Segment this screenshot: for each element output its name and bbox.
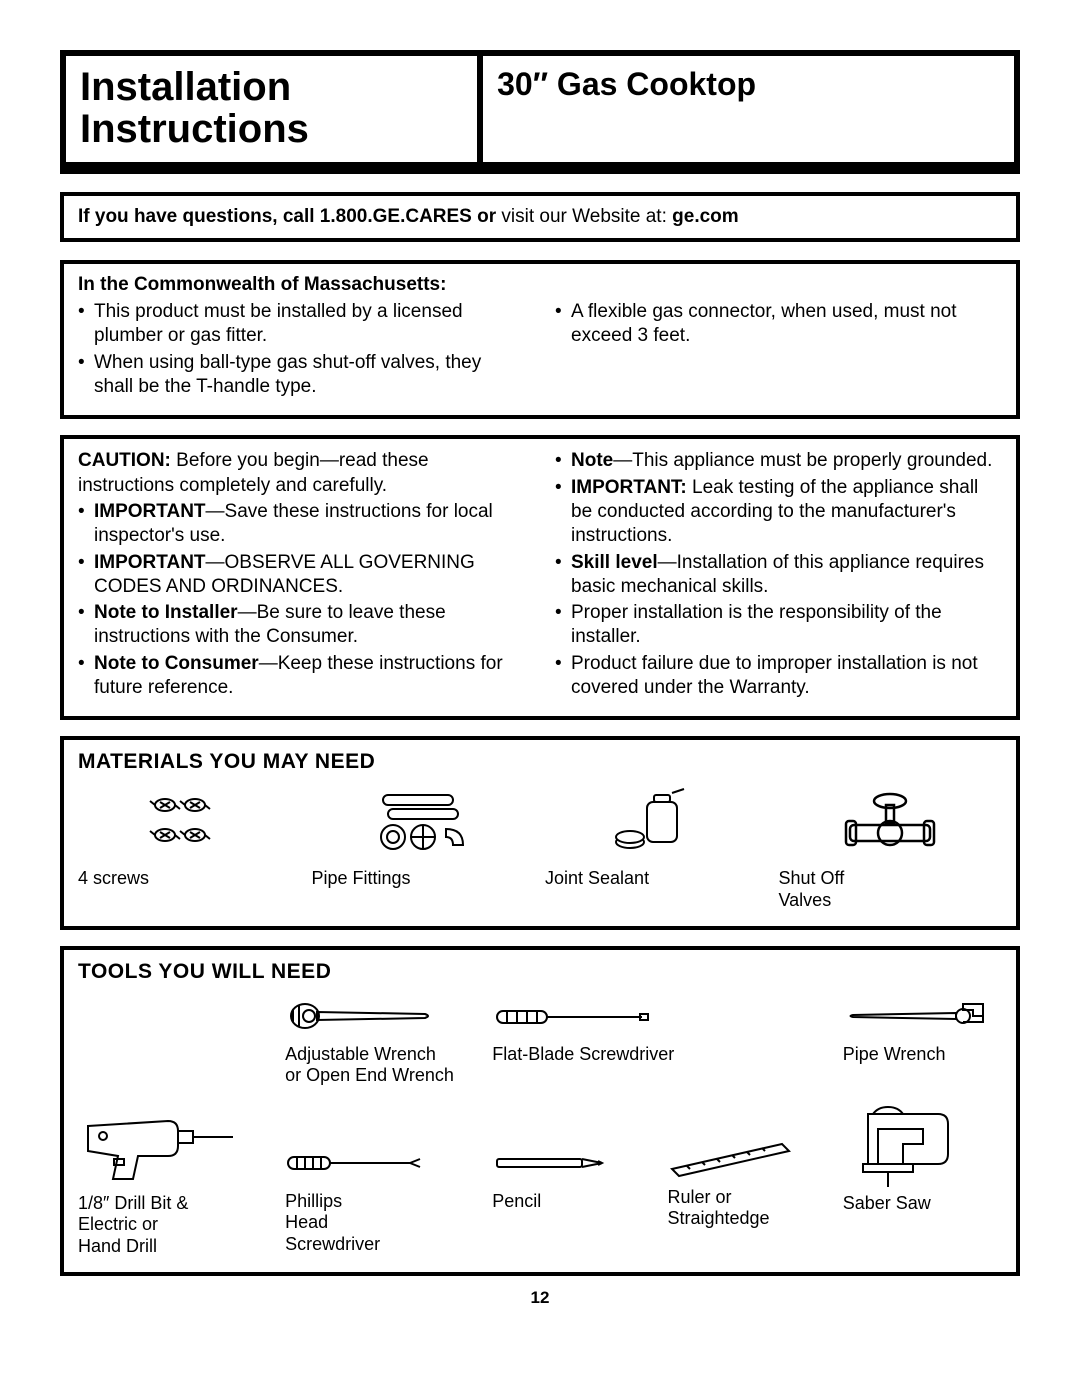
tool-label: Pencil [492,1191,651,1213]
header-right: 30″ Gas Cooktop [483,56,1014,162]
caution-col-right: Note—This appliance must be properly gro… [555,449,1002,702]
phillips-screwdriver-icon [285,1139,476,1187]
drill-icon [78,1099,269,1189]
tool-label: Adjustable Wrench or Open End Wrench [285,1044,476,1087]
tool-adjustable-wrench: Adjustable Wrench or Open End Wrench [285,992,476,1087]
tool-phillips-screwdriver: Phillips Head Screwdriver [285,1099,476,1256]
caution-right-item: Product failure due to improper installa… [571,652,1002,701]
questions-bar: If you have questions, call 1.800.GE.CAR… [60,192,1020,242]
title-line2: Instructions [80,108,463,150]
materials-box: MATERIALS YOU MAY NEED 4 scr [60,736,1020,929]
caution-right-item: Note—This appliance must be properly gro… [571,449,1002,473]
caution-left-item: Note to Consumer—Keep these instructions… [94,652,525,701]
shut-off-valves-icon [779,782,1003,862]
questions-bold1: If you have questions, call 1.800.GE.CAR… [78,206,501,227]
caution-left-item: Note to Installer—Be sure to leave these… [94,601,525,650]
caution-left-item: IMPORTANT—OBSERVE ALL GOVERNING CODES AN… [94,551,525,600]
materials-row: 4 screws Pipe Fittings [78,782,1002,911]
flat-screwdriver-icon [492,992,827,1040]
product-title: 30″ Gas Cooktop [497,66,1000,103]
caution-right-item: IMPORTANT: Leak testing of the appliance… [571,476,1002,549]
tool-label: 1/8″ Drill Bit & Electric or Hand Drill [78,1193,269,1258]
mass-columns: This product must be installed by a lice… [78,300,1002,401]
ruler-icon [667,1135,826,1183]
caution-box: CAUTION: Before you begin—read these ins… [60,435,1020,720]
mass-right-item: A flexible gas connector, when used, mus… [571,300,1002,349]
tool-drill: 1/8″ Drill Bit & Electric or Hand Drill [78,1099,269,1258]
tool-ruler: Ruler or Straightedge [667,1099,826,1230]
caution-lead-bold: CAUTION: [78,450,171,471]
tools-box: TOOLS YOU WILL NEED Adjustable Wrench or… [60,946,1020,1276]
caution-columns: CAUTION: Before you begin—read these ins… [78,449,1002,702]
materials-heading: MATERIALS YOU MAY NEED [78,750,1002,774]
tool-label: Phillips Head Screwdriver [285,1191,476,1256]
material-shut-off-valves: Shut Off Valves [779,782,1003,911]
material-label: Shut Off Valves [779,868,845,911]
mass-col-left: This product must be installed by a lice… [78,300,525,401]
caution-col-left: CAUTION: Before you begin—read these ins… [78,449,525,702]
material-screws: 4 screws [78,782,302,911]
tool-flat-screwdriver: Flat-Blade Screwdriver [492,992,827,1066]
pipe-fittings-icon [312,782,536,862]
material-label: Pipe Fittings [312,868,411,890]
header-row: Installation Instructions 30″ Gas Cookto… [66,56,1014,168]
questions-plain1: visit our Website at: [501,206,672,227]
caution-left-item: IMPORTANT—Save these instructions for lo… [94,500,525,549]
screws-icon [78,782,302,862]
tool-label: Saber Saw [843,1193,1002,1215]
saber-saw-icon [843,1099,1002,1189]
tools-grid: Adjustable Wrench or Open End Wrench Fla… [78,992,1002,1258]
header-left: Installation Instructions [66,56,483,162]
tools-heading: TOOLS YOU WILL NEED [78,960,1002,984]
tool-pipe-wrench: Pipe Wrench [843,992,1002,1066]
massachusetts-box: In the Commonwealth of Massachusetts: Th… [60,260,1020,419]
tool-label: Pipe Wrench [843,1044,1002,1066]
caution-right-item: Skill level—Installation of this applian… [571,551,1002,600]
material-joint-sealant: Joint Sealant [545,782,769,911]
tool-label: Ruler or Straightedge [667,1187,826,1230]
pipe-wrench-icon [843,992,1002,1040]
mass-heading: In the Commonwealth of Massachusetts: [78,274,1002,296]
caution-lead: CAUTION: Before you begin—read these ins… [78,449,525,498]
mass-col-right: A flexible gas connector, when used, mus… [555,300,1002,401]
title-line1: Installation [80,66,463,108]
material-pipe-fittings: Pipe Fittings [312,782,536,911]
tool-label: Flat-Blade Screwdriver [492,1044,827,1066]
tool-saber-saw: Saber Saw [843,1099,1002,1215]
pencil-icon [492,1139,651,1187]
joint-sealant-icon [545,782,769,862]
adjustable-wrench-icon [285,992,476,1040]
mass-left-item: When using ball-type gas shut-off valves… [94,351,525,400]
page-frame: Installation Instructions 30″ Gas Cookto… [60,50,1020,174]
tool-pencil: Pencil [492,1099,651,1213]
material-label: 4 screws [78,868,149,890]
caution-right-item: Proper installation is the responsibilit… [571,601,1002,650]
mass-left-item: This product must be installed by a lice… [94,300,525,349]
page-number: 12 [60,1288,1020,1308]
questions-bold2: ge.com [672,206,739,227]
material-label: Joint Sealant [545,868,649,890]
